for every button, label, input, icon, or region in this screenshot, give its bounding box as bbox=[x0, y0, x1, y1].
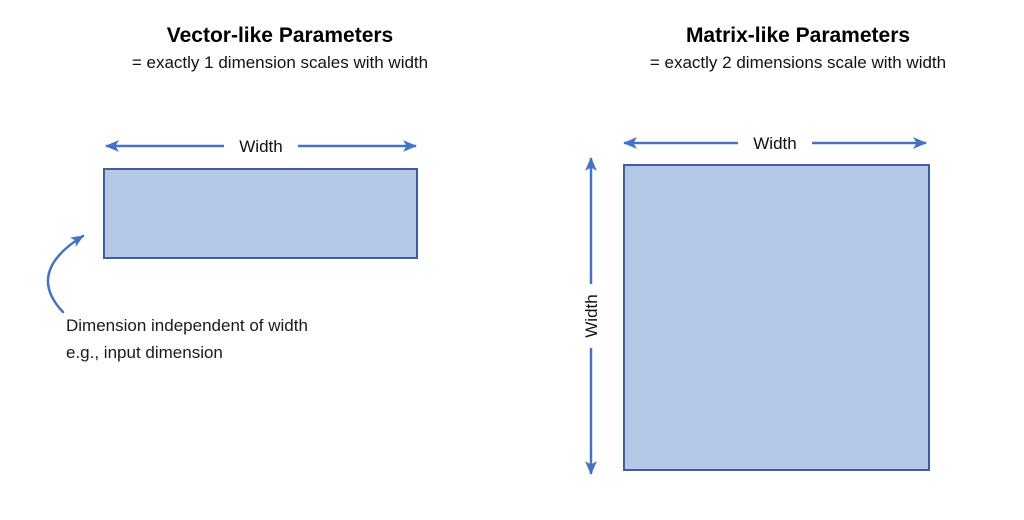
matrix-square bbox=[623, 164, 930, 471]
matrix-width-label-top: Width bbox=[753, 134, 796, 153]
annotation-line1: Dimension independent of width bbox=[66, 316, 308, 335]
matrix-panel-subtitle: = exactly 2 dimensions scale with width bbox=[649, 53, 947, 72]
matrix-width-label-side: Width bbox=[582, 294, 601, 337]
matrix-panel-header: Matrix-like Parameters = exactly 2 dimen… bbox=[598, 22, 998, 76]
annotation-line2: e.g., input dimension bbox=[66, 343, 223, 362]
curved-arrow-path bbox=[46, 234, 85, 314]
annotation-arrow-icon bbox=[46, 234, 85, 314]
vector-rectangle bbox=[103, 168, 418, 259]
vector-panel-title: Vector-like Parameters bbox=[166, 24, 394, 47]
matrix-width-arrow-side-icon: Width bbox=[582, 156, 601, 476]
matrix-width-arrow-top-icon: Width bbox=[622, 134, 928, 153]
vector-width-arrow-icon: Width bbox=[104, 137, 418, 156]
vector-panel-header: Vector-like Parameters = exactly 1 dimen… bbox=[60, 22, 500, 76]
vector-width-label: Width bbox=[239, 137, 282, 156]
vector-panel-subtitle: = exactly 1 dimension scales with width bbox=[131, 53, 429, 72]
annotation-text: Dimension independent of width e.g., inp… bbox=[66, 312, 308, 366]
matrix-panel-title: Matrix-like Parameters bbox=[685, 24, 911, 47]
